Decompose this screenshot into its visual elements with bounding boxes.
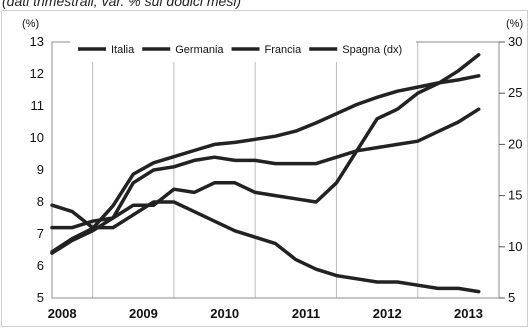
y-left-tick-label: 13 <box>30 34 44 49</box>
axis-ticks: 5 6 7 8 9 10 11 12 13 5 10 15 20 25 30 2008 2009 2010 2011… <box>30 34 523 321</box>
legend-label-italia: Italia <box>111 44 135 56</box>
y-left-unit-label: (%) <box>22 18 39 30</box>
y-left-tick-label: 9 <box>37 162 44 177</box>
x-tick-label: 2009 <box>129 306 158 321</box>
y-right-tick-label: 30 <box>508 34 522 49</box>
gridlines <box>92 42 419 298</box>
chart-frame <box>1 10 528 327</box>
series-line-germania <box>50 200 481 294</box>
legend: Italia Germania Francia Spagna (dx) <box>70 36 416 62</box>
x-tick-label: 2013 <box>454 306 483 321</box>
y-left-tick-label: 11 <box>31 98 45 113</box>
plot-area <box>51 41 500 299</box>
x-tick-label: 2012 <box>373 306 402 321</box>
y-right-tick-label: 5 <box>508 290 515 305</box>
legend-label-germania: Germania <box>175 44 224 56</box>
x-tick-label: 2010 <box>210 306 239 321</box>
x-tick-label: 2008 <box>48 306 77 321</box>
chart-caption: (dati trimestrali; var. % sul dodici mes… <box>2 0 242 9</box>
y-left-tick-label: 7 <box>37 226 44 241</box>
series-line-francia <box>50 107 481 230</box>
y-left-tick-label: 12 <box>30 66 44 81</box>
y-left-tick-label: 10 <box>30 130 44 145</box>
series-line-italia <box>50 53 481 255</box>
legend-label-francia: Francia <box>265 44 303 56</box>
series-lines <box>50 53 481 294</box>
series-line-spagna-dx <box>50 74 481 254</box>
y-right-tick-label: 20 <box>508 136 522 151</box>
y-right-tick-label: 15 <box>508 188 522 203</box>
y-right-tick-label: 10 <box>508 239 522 254</box>
x-tick-label: 2011 <box>292 306 320 321</box>
y-right-tick-label: 25 <box>508 85 522 100</box>
y-left-tick-label: 6 <box>37 258 44 273</box>
y-left-tick-label: 8 <box>37 194 44 209</box>
legend-label-spagna-dx: Spagna (dx) <box>342 44 402 56</box>
y-left-tick-label: 5 <box>37 290 44 305</box>
y-right-unit-label: (%) <box>506 18 523 30</box>
